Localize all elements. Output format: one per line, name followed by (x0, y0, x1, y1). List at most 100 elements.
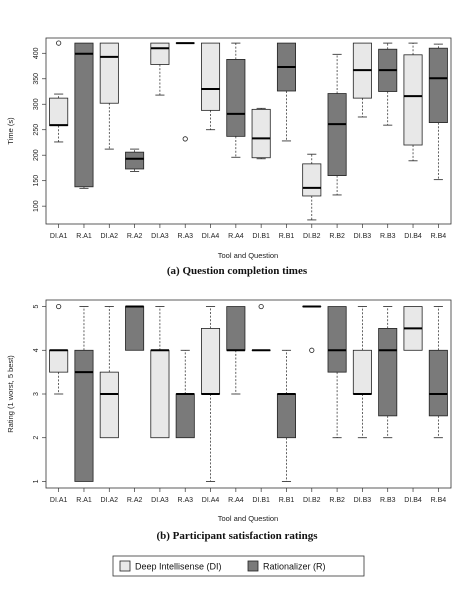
x-axis-label: Tool and Question (218, 514, 278, 523)
y-axis-label: Rating (1 worst, 5 best) (6, 355, 15, 433)
legend-swatch-di (119, 560, 131, 572)
box-R.B2 (327, 306, 347, 439)
outlier-point (258, 303, 264, 310)
box-iqr (74, 349, 94, 482)
box-iqr (49, 349, 69, 373)
legend: Deep Intellisense (DI) Rationalizer (R) (112, 555, 365, 577)
y-axis-label: Time (s) (6, 117, 15, 145)
box-R.A4 (226, 42, 246, 158)
box-iqr (226, 306, 246, 351)
box-iqr (150, 349, 170, 439)
box-iqr (327, 306, 347, 373)
box-R.B3 (378, 306, 398, 439)
x-tick-label: DI.A3 (151, 233, 169, 240)
box-iqr (99, 371, 119, 439)
box-DI.B2 (302, 153, 322, 221)
completion-times-chart: Time (s) Tool and Question (a) Question … (6, 37, 452, 277)
x-tick-label: R.B1 (279, 233, 295, 240)
y-tick-label: 4 (33, 348, 40, 352)
box-iqr (352, 349, 372, 395)
box-iqr (201, 42, 221, 111)
box-R.B3 (378, 42, 398, 126)
x-tick-label: R.B2 (329, 497, 345, 504)
x-tick-label: DI.B4 (404, 497, 422, 504)
x-tick-label: R.B3 (380, 233, 396, 240)
box-R.B2 (327, 53, 347, 196)
box-DI.B4 (403, 306, 423, 351)
x-tick-label: R.B2 (329, 233, 345, 240)
y-tick-label: 250 (33, 124, 40, 136)
box-DI.B1 (251, 107, 271, 160)
x-tick-label: R.A1 (76, 233, 92, 240)
x-tick-label: R.B3 (380, 497, 396, 504)
x-tick-label: R.A3 (177, 497, 193, 504)
y-tick-label: 200 (33, 149, 40, 161)
x-tick-label: R.A4 (228, 233, 244, 240)
x-tick-label: DI.B1 (252, 497, 270, 504)
y-tick-label: 2 (33, 436, 40, 440)
box-DI.B1 (251, 303, 271, 352)
box-iqr (428, 349, 448, 417)
x-tick-label: DI.B2 (303, 497, 321, 504)
box-R.A1 (74, 306, 94, 482)
box-DI.B3 (352, 306, 372, 439)
box-iqr (428, 47, 448, 123)
x-tick-label: DI.A4 (202, 233, 220, 240)
box-DI.A1 (49, 40, 69, 143)
x-tick-label: DI.A3 (151, 497, 169, 504)
outlier-point (56, 40, 62, 46)
box-DI.A1 (49, 303, 69, 395)
box-iqr (175, 393, 195, 439)
box-DI.B3 (352, 42, 372, 118)
box-iqr (99, 42, 119, 104)
box-R.A3 (175, 349, 195, 439)
x-tick-label: R.A2 (127, 233, 143, 240)
x-tick-label: DI.B4 (404, 233, 422, 240)
x-axis-label: Tool and Question (218, 251, 278, 260)
x-tick-label: R.A1 (76, 497, 92, 504)
box-DI.B2 (302, 305, 322, 353)
box-R.B4 (428, 43, 448, 181)
box-iqr (378, 328, 398, 417)
x-tick-label: R.B1 (279, 497, 295, 504)
box-iqr (302, 163, 322, 197)
box-R.A1 (74, 42, 94, 189)
box-iqr (125, 306, 145, 351)
box-DI.A3 (150, 306, 170, 439)
y-tick-label: 1 (33, 479, 40, 483)
y-tick-label: 100 (33, 200, 40, 212)
outlier-point (56, 303, 62, 310)
y-tick-label: 300 (33, 98, 40, 110)
box-R.A2 (125, 305, 145, 351)
x-tick-label: DI.A1 (50, 233, 68, 240)
x-tick-label: DI.B3 (354, 497, 372, 504)
satisfaction-ratings-chart: Rating (1 worst, 5 best) Tool and Questi… (6, 299, 452, 542)
outlier-point (309, 347, 315, 353)
box-DI.A3 (150, 42, 170, 96)
x-tick-label: R.B4 (431, 233, 447, 240)
box-iqr (276, 393, 296, 439)
box-DI.A2 (99, 306, 119, 439)
x-tick-label: R.A2 (127, 497, 143, 504)
box-iqr (150, 42, 170, 65)
box-DI.B4 (403, 42, 423, 162)
box-iqr (403, 54, 423, 146)
x-tick-label: R.A3 (177, 233, 193, 240)
box-iqr (201, 328, 221, 395)
box-R.A3 (175, 42, 195, 142)
caption: (a) Question completion times (167, 265, 308, 277)
box-iqr (49, 97, 69, 127)
x-tick-label: DI.B1 (252, 233, 270, 240)
box-R.A2 (125, 148, 145, 172)
legend-label-r: Rationalizer (R) (263, 562, 326, 572)
x-tick-label: DI.A1 (50, 497, 68, 504)
box-DI.A2 (99, 42, 119, 150)
caption: (b) Participant satisfaction ratings (156, 530, 318, 542)
legend-frame (112, 555, 365, 577)
box-iqr (226, 59, 246, 137)
y-tick-label: 400 (33, 47, 40, 59)
box-R.A4 (226, 306, 246, 395)
legend-label-di: Deep Intellisense (DI) (135, 562, 222, 572)
x-tick-label: DI.A2 (101, 233, 119, 240)
legend-swatch-r (247, 560, 259, 572)
